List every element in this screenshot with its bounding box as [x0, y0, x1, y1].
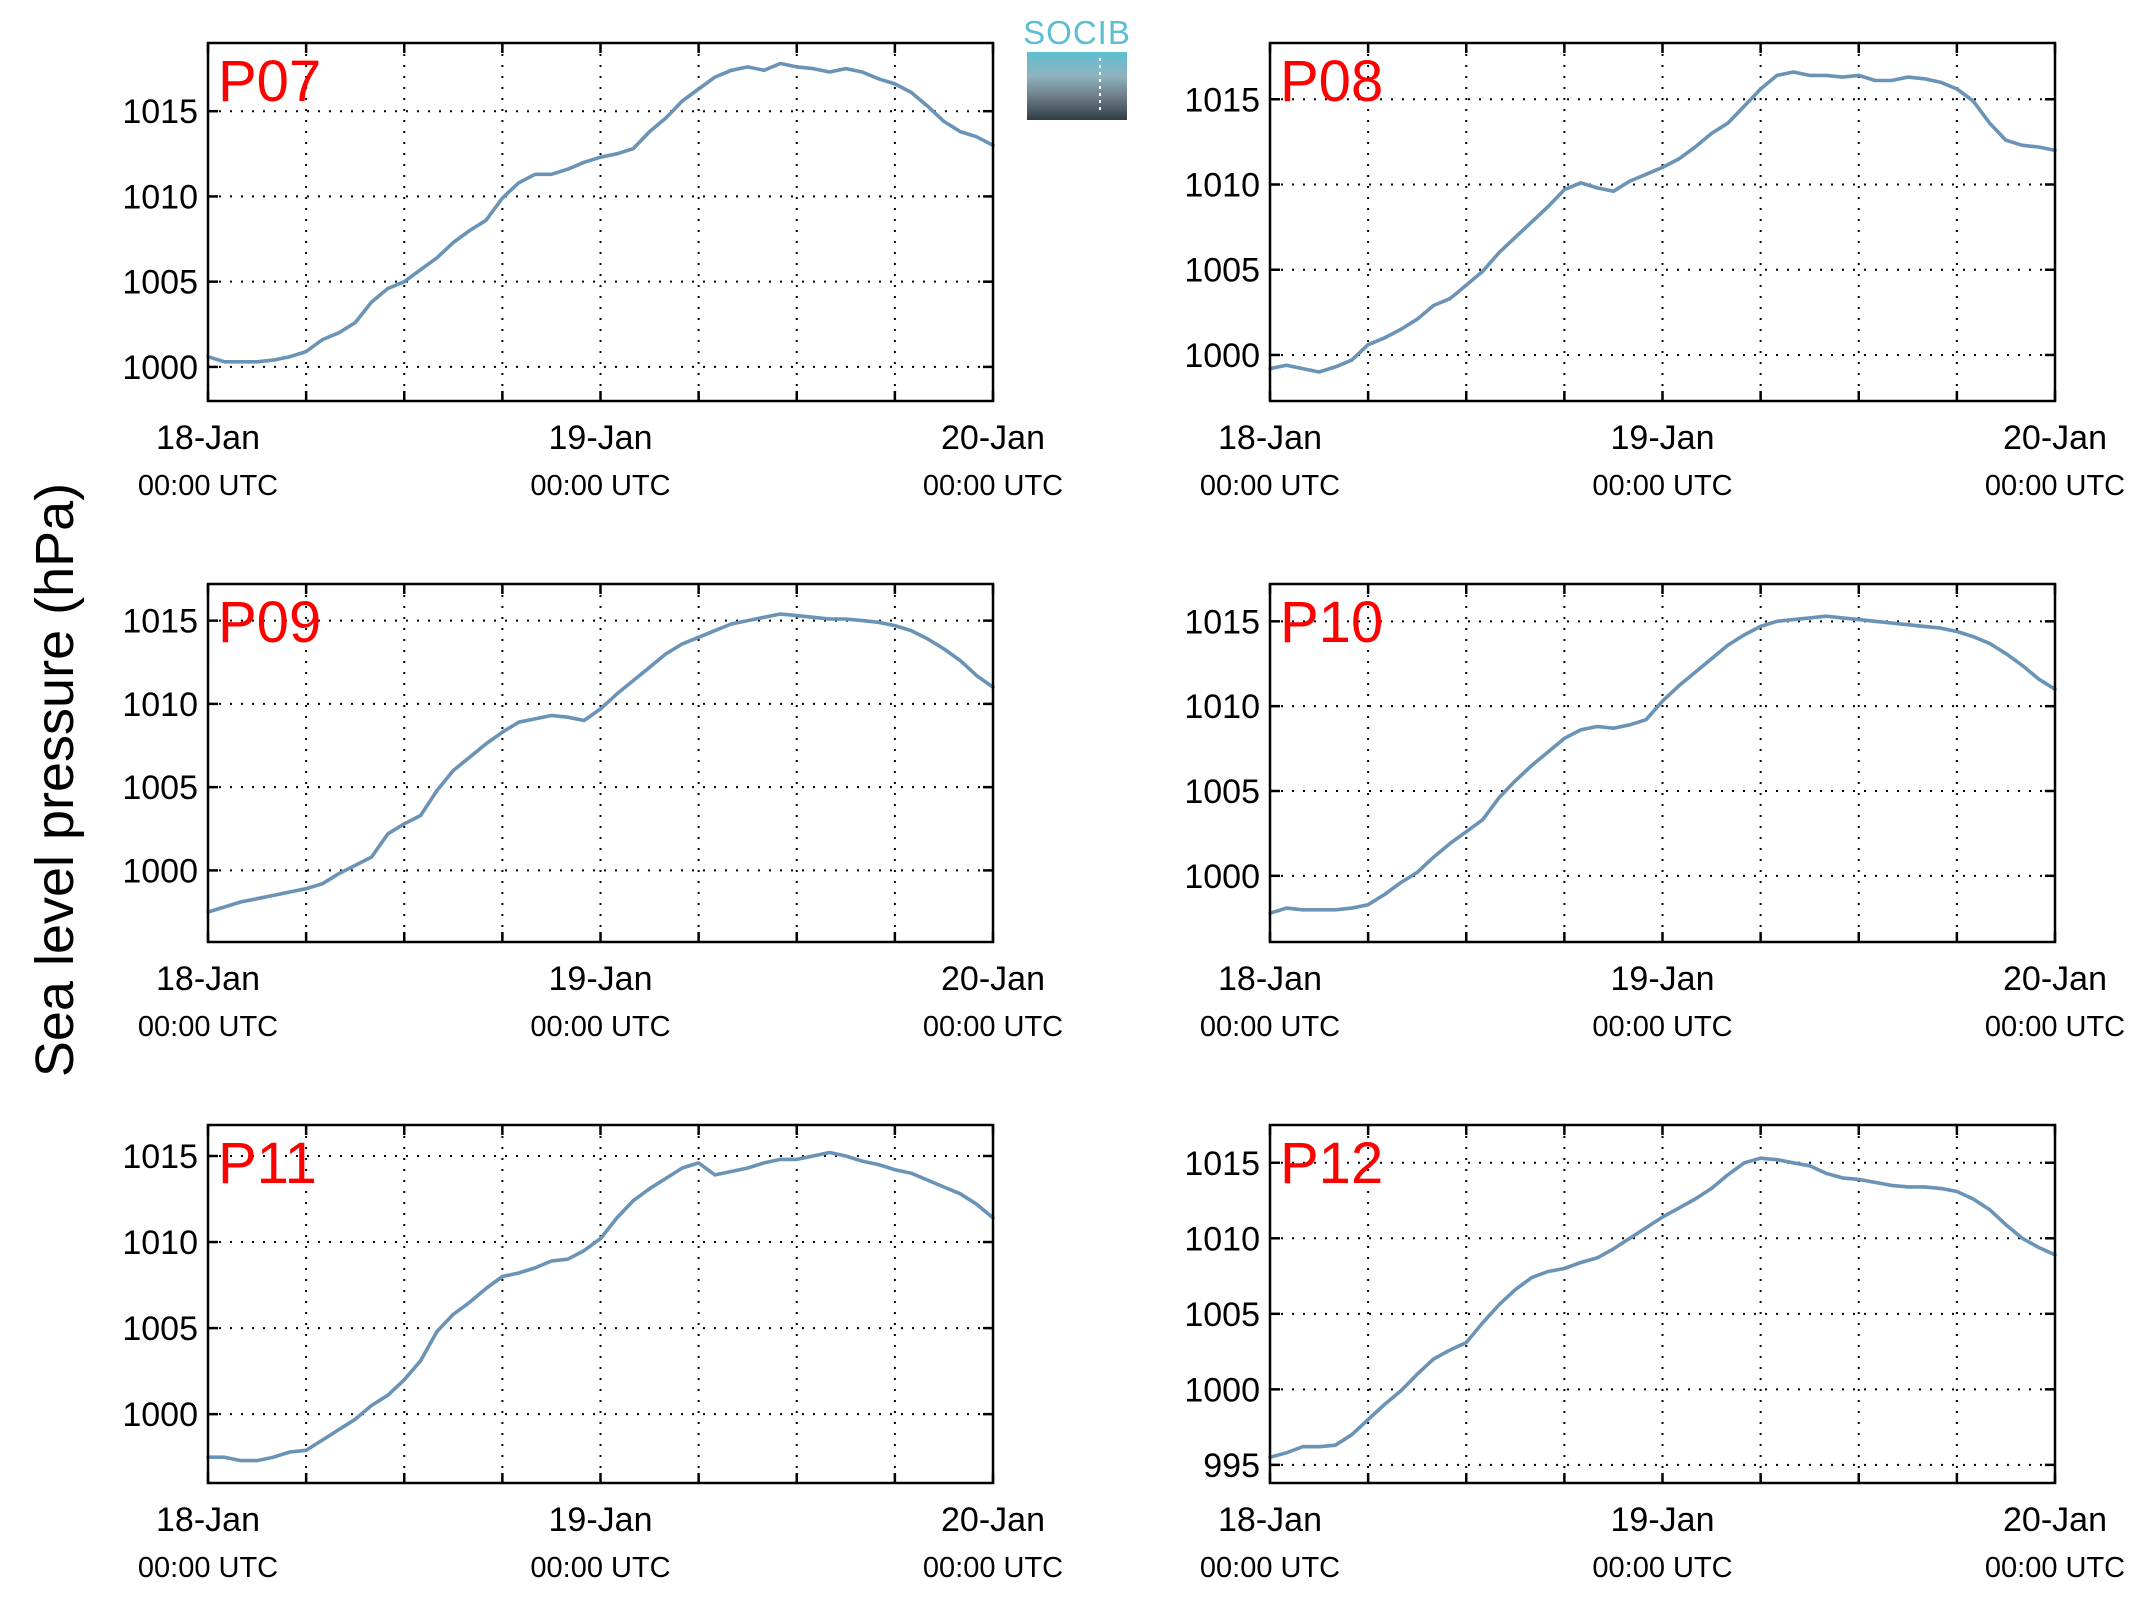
plot-area-frame [206, 582, 995, 944]
x-tick-label-time: 00:00 UTC [1985, 470, 2125, 502]
x-tick-label-time: 00:00 UTC [530, 1552, 670, 1584]
series-line-p08 [1268, 70, 2057, 374]
x-tick-label-time: 00:00 UTC [1592, 1011, 1732, 1043]
x-tick-label-time: 00:00 UTC [923, 1011, 1063, 1043]
x-tick-label-time: 00:00 UTC [1200, 1552, 1340, 1584]
y-tick-label: 1000 [122, 1396, 198, 1434]
x-tick-label-date: 19-Jan [1611, 960, 1715, 998]
x-tick-label-date: 20-Jan [941, 1501, 1045, 1539]
y-tick-label: 1000 [122, 349, 198, 387]
x-tick-label-date: 18-Jan [1218, 960, 1322, 998]
x-tick-label-date: 18-Jan [156, 1501, 260, 1539]
x-tick-label-date: 20-Jan [2003, 419, 2107, 457]
panel-label: P10 [1280, 590, 1383, 655]
y-tick-label: 1015 [1184, 603, 1260, 641]
y-tick-label: 995 [1203, 1447, 1260, 1485]
x-tick-label-time: 00:00 UTC [530, 1011, 670, 1043]
socib-logo-icon: SOCIB [1023, 14, 1131, 120]
series-line-p10 [1268, 614, 2057, 916]
y-axis-label: Sea level pressure (hPa) [25, 483, 85, 1077]
x-tick-label-date: 20-Jan [2003, 1501, 2107, 1539]
logo-text: SOCIB [1023, 14, 1131, 51]
x-tick-label-time: 00:00 UTC [1985, 1011, 2125, 1043]
x-tick-label-time: 00:00 UTC [138, 470, 278, 502]
x-tick-label-date: 20-Jan [941, 419, 1045, 457]
y-tick-label: 1015 [1184, 81, 1260, 119]
y-tick-label: 1000 [1184, 1371, 1260, 1409]
x-tick-label-date: 19-Jan [549, 1501, 653, 1539]
logo-block [1027, 52, 1127, 120]
y-tick-label: 1005 [122, 264, 198, 302]
panel-label: P08 [1280, 49, 1383, 114]
plot-area-frame [1268, 582, 2057, 944]
series-line-p07 [206, 61, 995, 364]
y-tick-label: 1015 [122, 603, 198, 641]
series-line-p12 [1268, 1156, 2057, 1460]
x-tick-label-date: 20-Jan [2003, 960, 2107, 998]
chart-panel-p07: 1000 1005 1010 1015 18-Jan 00:00 UTC 19-Jan 00:… [122, 41, 1063, 502]
x-tick-label-time: 00:00 UTC [1592, 1552, 1732, 1584]
panel-label: P11 [218, 1131, 317, 1196]
x-tick-label-date: 19-Jan [549, 960, 653, 998]
chart-panel-p12: 995 1000 1005 1010 1015 18-Jan 00:00 UTC 19-Jan… [1184, 1123, 2125, 1584]
x-tick-label-date: 18-Jan [1218, 419, 1322, 457]
chart-panel-p10: 1000 1005 1010 1015 18-Jan 00:00 UTC 19-Jan 00:… [1184, 582, 2125, 1043]
panel-label: P07 [218, 49, 321, 114]
y-tick-label: 1015 [122, 1138, 198, 1176]
y-tick-label: 1000 [122, 852, 198, 890]
y-tick-label: 1010 [1184, 1220, 1260, 1258]
y-tick-label: 1005 [122, 769, 198, 807]
y-tick-label: 1010 [1184, 166, 1260, 204]
x-tick-label-date: 18-Jan [156, 960, 260, 998]
plot-area-frame [1268, 1123, 2057, 1485]
y-tick-label: 1010 [122, 178, 198, 216]
x-tick-label-time: 00:00 UTC [138, 1011, 278, 1043]
x-tick-label-date: 20-Jan [941, 960, 1045, 998]
chart-panel-p08: 1000 1005 1010 1015 18-Jan 00:00 UTC 19-Jan 00:… [1184, 41, 2125, 502]
y-tick-label: 1000 [1184, 858, 1260, 896]
plot-area-frame [206, 1123, 995, 1485]
y-tick-label: 1010 [122, 1224, 198, 1262]
x-tick-label-time: 00:00 UTC [1200, 1011, 1340, 1043]
x-tick-label-time: 00:00 UTC [1200, 470, 1340, 502]
panel-label: P12 [1280, 1131, 1383, 1196]
y-tick-label: 1010 [1184, 688, 1260, 726]
x-tick-label-time: 00:00 UTC [530, 470, 670, 502]
x-tick-label-time: 00:00 UTC [923, 470, 1063, 502]
plot-area-frame [1268, 41, 2057, 403]
y-tick-label: 1015 [122, 93, 198, 131]
x-tick-label-date: 18-Jan [156, 419, 260, 457]
x-tick-label-time: 00:00 UTC [1592, 470, 1732, 502]
y-tick-label: 1000 [1184, 337, 1260, 375]
chart-panel-p11: 1000 1005 1010 1015 18-Jan 00:00 UTC 19-Jan 00:… [122, 1123, 1063, 1584]
x-tick-label-time: 00:00 UTC [923, 1552, 1063, 1584]
x-tick-label-date: 19-Jan [1611, 419, 1715, 457]
y-tick-label: 1005 [122, 1310, 198, 1348]
x-tick-label-time: 00:00 UTC [138, 1552, 278, 1584]
panel-label: P09 [218, 590, 321, 655]
y-tick-label: 1005 [1184, 1296, 1260, 1334]
x-tick-label-date: 19-Jan [549, 419, 653, 457]
x-tick-label-date: 18-Jan [1218, 1501, 1322, 1539]
y-tick-label: 1005 [1184, 252, 1260, 290]
y-tick-label: 1005 [1184, 773, 1260, 811]
plot-area-frame [206, 41, 995, 403]
x-tick-label-time: 00:00 UTC [1985, 1552, 2125, 1584]
series-line-p11 [206, 1150, 995, 1463]
x-tick-label-date: 19-Jan [1611, 1501, 1715, 1539]
y-tick-label: 1015 [1184, 1145, 1260, 1183]
chart-panel-p09: 1000 1005 1010 1015 18-Jan 00:00 UTC 19-Jan 00:… [122, 582, 1063, 1043]
y-tick-label: 1010 [122, 686, 198, 724]
series-line-p09 [206, 612, 995, 914]
